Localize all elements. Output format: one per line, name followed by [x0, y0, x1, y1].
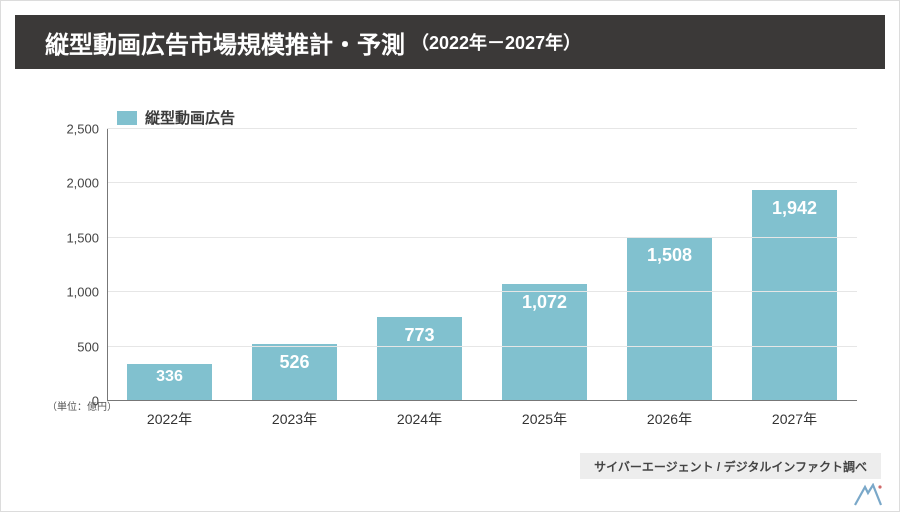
- slide-root: 縦型動画広告市場規模推計・予測 （2022年－2027年） 縦型動画広告 050…: [0, 0, 900, 512]
- bar: 1,508: [627, 237, 712, 401]
- bar-slot: 1,508: [607, 129, 732, 401]
- x-tick-label: 2026年: [607, 401, 732, 431]
- legend-label: 縦型動画広告: [145, 107, 235, 128]
- gridline: [107, 237, 857, 238]
- x-tick-label: 2025年: [482, 401, 607, 431]
- bar-value-label: 526: [252, 352, 337, 373]
- bar-slot: 526: [232, 129, 357, 401]
- bar: 336: [127, 364, 212, 401]
- gridline: [107, 400, 857, 401]
- bar-value-label: 773: [377, 325, 462, 346]
- gridline: [107, 128, 857, 129]
- y-axis: 05001,0001,5002,0002,500: [47, 129, 107, 401]
- bars-container: 336 526 773 1,072 1,508 1,942: [107, 129, 857, 401]
- y-tick-label: 500: [47, 339, 99, 354]
- bar-slot: 336: [107, 129, 232, 401]
- bar-slot: 1,072: [482, 129, 607, 401]
- plot-region: 336 526 773 1,072 1,508 1,942: [107, 129, 857, 401]
- y-tick-label: 2,000: [47, 176, 99, 191]
- x-tick-label: 2024年: [357, 401, 482, 431]
- bar: 773: [377, 317, 462, 401]
- bar: 1,072: [502, 284, 587, 401]
- y-tick-label: 1,500: [47, 230, 99, 245]
- bar-slot: 1,942: [732, 129, 857, 401]
- title-main: 縦型動画広告市場規模推計・予測: [45, 25, 405, 60]
- x-tick-label: 2022年: [107, 401, 232, 431]
- bar-value-label: 1,508: [627, 245, 712, 266]
- gridline: [107, 182, 857, 183]
- bar: 526: [252, 344, 337, 401]
- x-axis-labels: 2022年2023年2024年2025年2026年2027年: [107, 401, 857, 431]
- x-tick-label: 2027年: [732, 401, 857, 431]
- chart-area: 縦型動画広告 05001,0001,5002,0002,500 33652677…: [47, 111, 857, 431]
- bar-value-label: 336: [127, 368, 212, 386]
- title-band: 縦型動画広告市場規模推計・予測 （2022年－2027年）: [15, 15, 885, 69]
- x-tick-label: 2023年: [232, 401, 357, 431]
- attribution-bar: サイバーエージェント / デジタルインファクト調べ: [580, 453, 881, 479]
- title-sub: （2022年－2027年）: [411, 29, 581, 55]
- gridline: [107, 291, 857, 292]
- bar: 1,942: [752, 190, 837, 401]
- y-tick-label: 2,500: [47, 122, 99, 137]
- legend-swatch: [117, 111, 137, 125]
- brand-logo: [853, 483, 883, 507]
- gridline: [107, 346, 857, 347]
- bar-value-label: 1,072: [502, 292, 587, 313]
- attribution-text: サイバーエージェント / デジタルインファクト調べ: [594, 458, 867, 475]
- bar-slot: 773: [357, 129, 482, 401]
- bar-value-label: 1,942: [752, 198, 837, 219]
- y-tick-label: 1,000: [47, 285, 99, 300]
- y-axis-line: [107, 129, 108, 401]
- legend: 縦型動画広告: [117, 107, 235, 128]
